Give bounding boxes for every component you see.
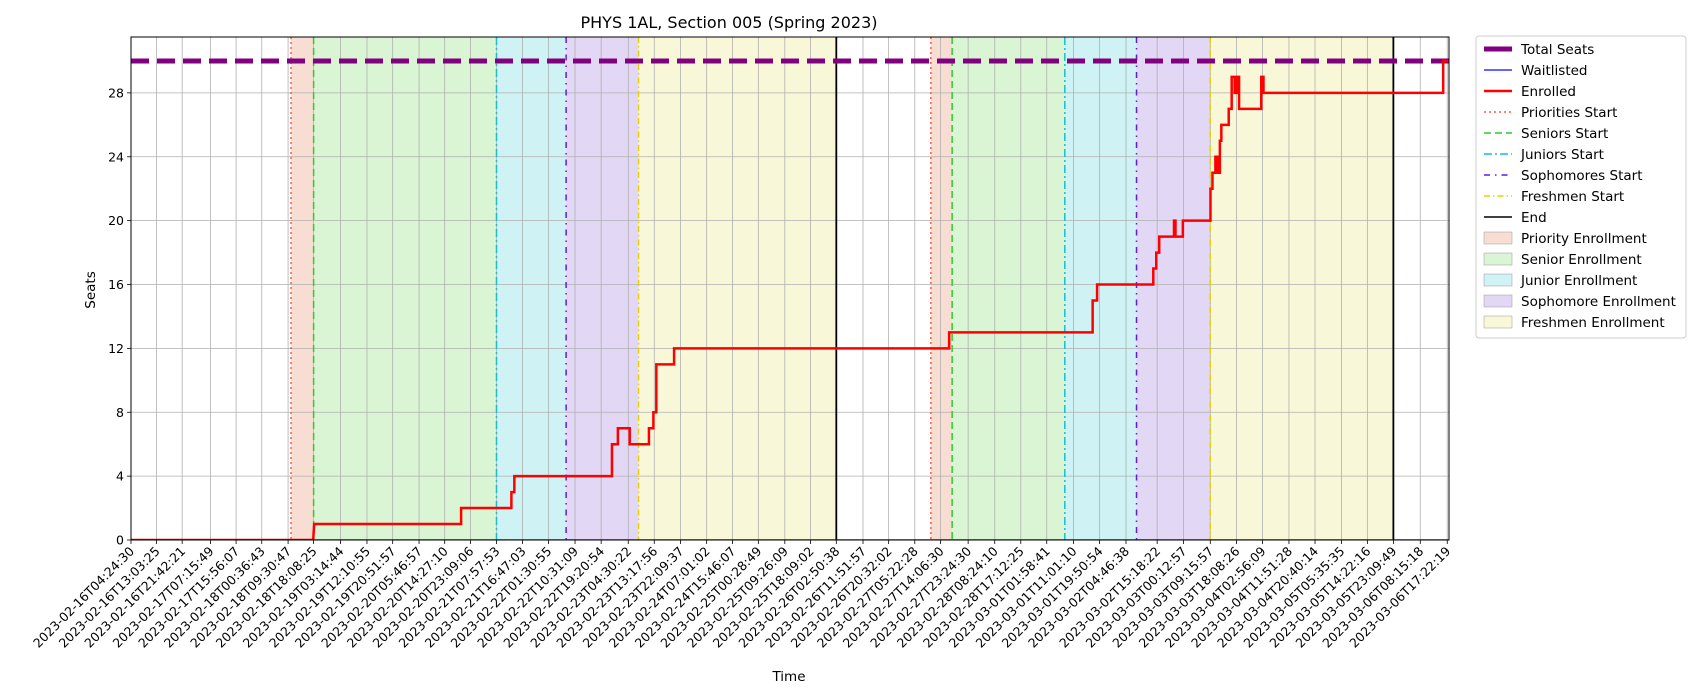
- region-junior-enrollment-2: [1064, 37, 1137, 540]
- legend-label: Freshmen Start: [1521, 189, 1624, 205]
- legend-item-sophomore-enrollment: Sophomore Enrollment: [1483, 294, 1676, 310]
- legend-item-juniors-start: Juniors Start: [1484, 147, 1604, 163]
- x-axis-title: Time: [771, 669, 805, 685]
- y-tick-label: 28: [108, 85, 124, 100]
- legend-label: Priorities Start: [1521, 105, 1617, 121]
- legend-frame: [1475, 35, 1687, 339]
- legend-label: Priority Enrollment: [1521, 231, 1647, 247]
- y-tick-label: 24: [108, 149, 124, 164]
- region-senior-enrollment-1: [313, 37, 497, 540]
- legend-item-priorities-start: Priorities Start: [1484, 105, 1617, 121]
- y-tick-label: 16: [108, 277, 124, 292]
- region-freshmen-enrollment-1: [638, 37, 837, 540]
- y-axis-ticks: 0 4 8 12 16 20 24 28: [108, 85, 131, 548]
- legend-label: Total Seats: [1520, 42, 1594, 58]
- y-tick-label: 12: [108, 341, 124, 356]
- y-tick-label: 20: [108, 213, 124, 228]
- plot-area: 2023-02-16T04:24:302023-02-16T13:03:2520…: [30, 36, 1453, 651]
- legend-item-priority-enrollment: Priority Enrollment: [1483, 231, 1647, 247]
- legend-item-freshmen-enrollment: Freshmen Enrollment: [1483, 315, 1665, 331]
- y-tick-label: 8: [116, 405, 124, 420]
- legend-label: Sophomores Start: [1521, 168, 1643, 184]
- legend-swatch: [1483, 231, 1513, 245]
- series-enrolled: [131, 59, 1449, 540]
- y-tick-label: 4: [116, 469, 124, 484]
- legend-label: Juniors Start: [1520, 147, 1604, 163]
- enrollment-periods: [291, 37, 1394, 540]
- series: [131, 58, 1449, 540]
- region-sophomore-enrollment-1: [566, 37, 639, 540]
- legend-item-waitlisted: Waitlisted: [1484, 63, 1588, 79]
- legend-item-enrolled: Enrolled: [1484, 84, 1576, 100]
- legend: Total Seats Waitlisted Enrolled Priorities …: [1475, 35, 1687, 339]
- legend-label: Sophomore Enrollment: [1521, 294, 1676, 310]
- legend-label: Junior Enrollment: [1520, 273, 1637, 289]
- legend-swatch: [1483, 273, 1513, 287]
- legend-swatch: [1483, 315, 1513, 329]
- region-priority-enrollment-2: [930, 37, 953, 540]
- legend-label: Waitlisted: [1521, 63, 1588, 79]
- legend-swatch: [1483, 294, 1513, 308]
- legend-item-junior-enrollment: Junior Enrollment: [1483, 273, 1637, 289]
- legend-item-sophomores-start: Sophomores Start: [1484, 168, 1643, 184]
- y-axis-title: Seats: [83, 271, 99, 308]
- legend-label: Senior Enrollment: [1521, 252, 1642, 268]
- grid-lines: [130, 37, 1449, 541]
- y-tick-label: 0: [116, 533, 124, 548]
- plot-frame: [130, 36, 1450, 541]
- chart-title: PHYS 1AL, Section 005 (Spring 2023): [581, 13, 878, 32]
- phase-markers: [290, 37, 1395, 540]
- legend-item-total-seats: Total Seats: [1484, 42, 1594, 58]
- legend-swatch: [1483, 252, 1513, 266]
- legend-label: End: [1521, 210, 1547, 226]
- region-priority-enrollment-1: [291, 37, 314, 540]
- legend-item-freshmen-start: Freshmen Start: [1484, 189, 1624, 205]
- legend-label: Enrolled: [1521, 84, 1576, 100]
- legend-item-senior-enrollment: Senior Enrollment: [1483, 252, 1642, 268]
- region-senior-enrollment-2: [952, 37, 1065, 540]
- region-freshmen-enrollment-2: [1210, 37, 1394, 540]
- legend-label: Freshmen Enrollment: [1521, 315, 1665, 331]
- region-junior-enrollment-1: [496, 37, 567, 540]
- legend-label: Seniors Start: [1521, 126, 1608, 142]
- legend-item-end: End: [1484, 210, 1547, 226]
- x-axis-ticks: 2023-02-16T04:24:302023-02-16T13:03:2520…: [30, 540, 1453, 651]
- legend-item-seniors-start: Seniors Start: [1484, 126, 1608, 142]
- region-sophomore-enrollment-2: [1136, 37, 1211, 540]
